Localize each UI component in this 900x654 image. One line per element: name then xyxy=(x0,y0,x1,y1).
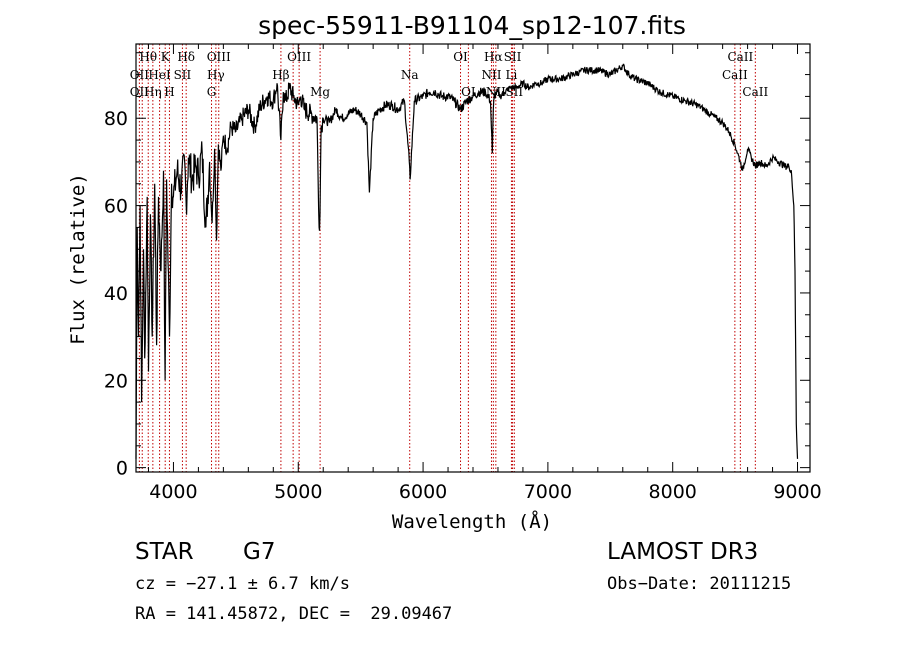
spectral-line-label: Li xyxy=(506,68,518,82)
spectral-line-label: G xyxy=(207,85,217,99)
y-tick-label: 80 xyxy=(104,108,128,130)
spectral-line-label: OII xyxy=(130,85,150,99)
y-tick-label: 0 xyxy=(116,458,128,480)
spectral-line-label: CaII xyxy=(722,68,748,82)
spectral-line-label: CaII xyxy=(727,50,753,64)
spectral-line-label: OI xyxy=(461,85,476,99)
spectral-line-label: CaII xyxy=(742,85,768,99)
x-tick-label: 7000 xyxy=(524,481,572,503)
x-tick-label: 9000 xyxy=(773,481,821,503)
spectral-line-markers xyxy=(138,44,756,472)
spectral-line-label: Hβ xyxy=(272,68,289,82)
spectral-line-label: H xyxy=(164,85,174,99)
x-tick-label: 8000 xyxy=(649,481,697,503)
y-axis-ticks: 0 20 40 60 80 xyxy=(104,52,810,480)
y-axis-label: Flux (relative) xyxy=(67,173,89,345)
x-tick-label: 4000 xyxy=(149,481,197,503)
x-axis-label: Wavelength (Å) xyxy=(392,510,552,533)
y-tick-label: 60 xyxy=(104,196,128,218)
coordinates: RA = 141.45872, DEC = 29.09467 xyxy=(135,604,452,624)
spectral-line-label: Hθ xyxy=(139,50,157,64)
spectral-line-label: Hα xyxy=(484,50,503,64)
x-tick-label: 5000 xyxy=(274,481,322,503)
spectral-line-label: SII xyxy=(504,50,522,64)
x-tick-label: 6000 xyxy=(399,481,447,503)
spectral-line-label: HeI xyxy=(148,68,171,82)
spectral-line-label: Hγ xyxy=(207,68,225,82)
chart-title: spec-55911-B91104_sp12-107.fits xyxy=(258,11,686,40)
object-subclass: G7 xyxy=(243,539,275,565)
observation-date: Obs−Date: 20111215 xyxy=(607,574,791,594)
spectral-line-label: Hδ xyxy=(177,50,195,64)
spectral-line-label: OIII xyxy=(287,50,311,64)
spectral-line-label: SII xyxy=(505,85,523,99)
redshift-cz: cz = −27.1 ± 6.7 km/s xyxy=(135,574,350,594)
spectral-line-label: Na xyxy=(401,68,419,82)
survey-name: LAMOST DR3 xyxy=(607,539,758,565)
spectral-line-label: OIII xyxy=(207,50,231,64)
x-axis-ticks: 4000 5000 6000 7000 8000 9000 xyxy=(147,44,822,503)
plot-frame xyxy=(135,43,811,473)
y-tick-label: 40 xyxy=(104,283,128,305)
object-class: STAR xyxy=(135,539,194,565)
spectrum-line xyxy=(135,63,799,459)
spectral-line-label: Mg xyxy=(310,85,330,99)
y-tick-label: 20 xyxy=(104,370,128,392)
spectral-line-label: K xyxy=(161,50,171,64)
spectral-line-label: NII xyxy=(481,68,501,82)
spectral-line-label: SII xyxy=(174,68,192,82)
spectral-line-label: Hη xyxy=(144,85,162,99)
spectral-line-label: OI xyxy=(453,50,468,64)
